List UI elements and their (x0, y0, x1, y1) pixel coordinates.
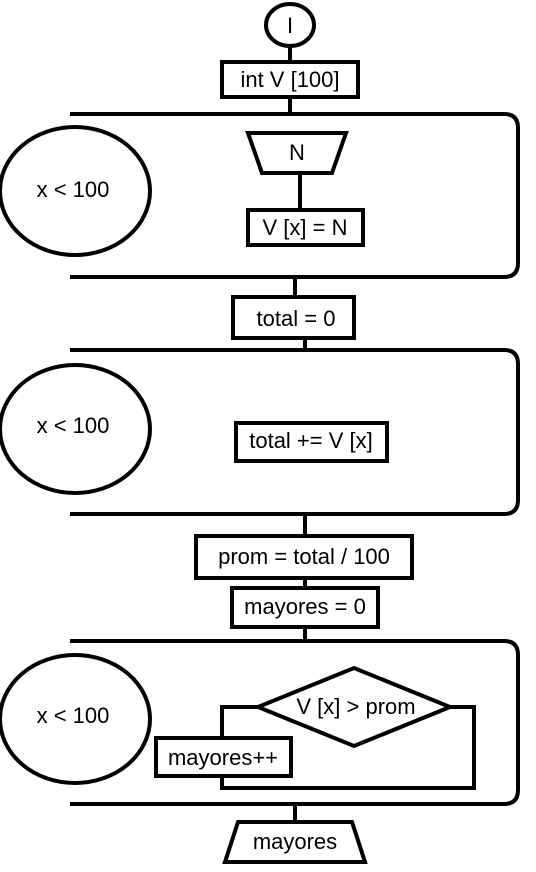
total-init-box: total = 0 (231, 295, 356, 340)
loop1-container: x < 100 N V [x] = N (0, 112, 520, 279)
loop3-decision-diamond: V [x] > prom (252, 665, 456, 749)
output-label: mayores (253, 829, 337, 854)
loop2-accumulate-box: total += V [x] (234, 421, 389, 463)
loop2-accumulate-label: total += V [x] (249, 428, 373, 453)
loop1-input-shape: N (245, 131, 349, 175)
loop3-increment-label: mayores++ (168, 745, 278, 770)
loop3-container: x < 100 V [x] > prom mayores++ (0, 639, 520, 806)
total-init-label: total = 0 (257, 306, 336, 331)
connectors (220, 48, 476, 822)
loop3-decision-label: V [x] > prom (296, 694, 415, 719)
declaration-label: int V [100] (240, 67, 339, 92)
loop3-condition-circle (0, 653, 152, 785)
loop3-condition-label: x < 100 (37, 703, 110, 728)
decision-true-branch (220, 705, 258, 738)
loop2-container: x < 100 total += V [x] (0, 348, 520, 516)
loop2-condition-label: x < 100 (37, 413, 110, 438)
mayores-init-label: mayores = 0 (244, 594, 366, 619)
loop1-assign-box: V [x] = N (246, 208, 365, 247)
average-box: prom = total / 100 (194, 534, 414, 580)
output-shape: mayores (222, 820, 368, 864)
start-label: I (287, 13, 293, 38)
loop1-assign-label: V [x] = N (263, 215, 348, 240)
decision-false-branch (220, 705, 476, 790)
loop3-increment-box: mayores++ (154, 736, 293, 778)
loop1-condition-label: x < 100 (37, 177, 110, 202)
start-node: I (264, 2, 316, 48)
mayores-init-box: mayores = 0 (230, 586, 380, 629)
loop1-condition-circle (0, 125, 152, 257)
average-label: prom = total / 100 (218, 544, 390, 569)
declaration-box: int V [100] (220, 60, 360, 99)
loop1-input-label: N (289, 140, 305, 165)
loop2-condition-circle (0, 363, 152, 495)
